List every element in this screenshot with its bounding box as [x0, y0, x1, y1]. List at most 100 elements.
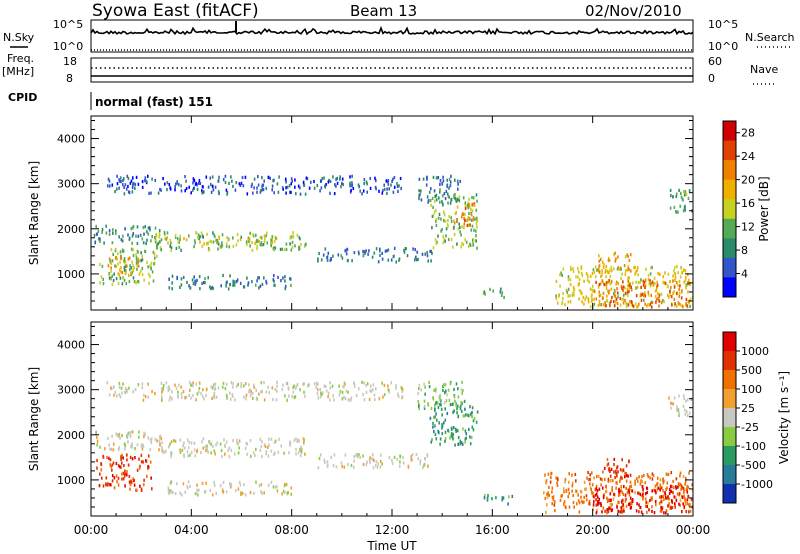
range-gate-cell	[296, 233, 299, 237]
range-gate-cell	[117, 272, 120, 276]
range-gate-cell	[308, 186, 311, 190]
range-gate-cell	[501, 498, 503, 502]
range-gate-cell	[395, 384, 397, 388]
range-gate-cell	[143, 431, 145, 435]
range-gate-cell	[593, 289, 596, 294]
range-gate-cell	[453, 219, 455, 223]
range-gate-cell	[560, 271, 562, 275]
range-gate-cell	[120, 238, 123, 242]
range-gate-cell	[144, 432, 147, 436]
range-gate-cell	[210, 442, 212, 446]
range-gate-cell	[434, 199, 436, 203]
range-gate-cell	[111, 474, 114, 478]
range-gate-cell	[396, 182, 398, 186]
range-gate-cell	[133, 483, 136, 487]
range-gate-cell	[273, 453, 275, 457]
range-gate-cell	[227, 448, 229, 452]
range-gate-cell	[182, 390, 185, 394]
range-gate-cell	[131, 260, 133, 264]
range-gate-cell	[121, 391, 123, 395]
range-gate-cell	[460, 388, 463, 392]
range-gate-cell	[637, 281, 640, 285]
range-gate-cell	[379, 247, 381, 251]
range-gate-cell	[201, 394, 204, 398]
range-gate-cell	[472, 241, 474, 245]
range-gate-cell	[551, 490, 553, 494]
range-gate-cell	[272, 247, 275, 251]
range-gate-cell	[601, 478, 603, 482]
range-gate-cell	[273, 191, 275, 195]
range-gate-cell	[266, 231, 268, 235]
range-gate-cell	[574, 472, 577, 477]
range-gate-cell	[562, 292, 564, 296]
range-gate-cell	[138, 466, 141, 470]
range-gate-cell	[630, 285, 632, 289]
range-gate-cell	[188, 185, 190, 189]
range-gate-cell	[112, 228, 114, 232]
range-gate-cell	[572, 269, 575, 273]
range-gate-cell	[653, 276, 656, 280]
range-gate-cell	[570, 267, 572, 272]
range-gate-cell	[272, 397, 274, 402]
range-gate-cell	[676, 304, 678, 308]
range-gate-cell	[112, 442, 115, 446]
range-gate-cell	[604, 477, 606, 481]
range-gate-cell	[210, 240, 213, 244]
range-gate-cell	[571, 473, 573, 477]
range-gate-cell	[674, 266, 676, 270]
range-gate-cell	[121, 434, 123, 438]
range-gate-cell	[263, 234, 266, 238]
range-gate-cell	[235, 280, 238, 284]
range-gate-cell	[618, 487, 620, 491]
range-gate-cell	[165, 237, 168, 241]
range-gate-cell	[631, 281, 634, 285]
range-gate-cell	[578, 288, 581, 293]
range-gate-cell	[663, 281, 665, 285]
range-gate-cell	[556, 483, 559, 487]
range-gate-cell	[232, 244, 235, 248]
range-gate-cell	[299, 186, 301, 190]
range-gate-cell	[226, 280, 228, 284]
range-gate-cell	[430, 259, 432, 263]
range-gate-cell	[340, 461, 343, 465]
range-gate-cell	[469, 205, 471, 209]
range-gate-cell	[568, 491, 570, 495]
range-gate-cell	[221, 244, 224, 248]
range-gate-cell	[471, 224, 474, 228]
range-gate-cell	[446, 183, 449, 187]
range-gate-cell	[591, 490, 593, 494]
range-gate-cell	[472, 218, 474, 222]
range-gate-cell	[141, 185, 144, 189]
range-gate-cell	[349, 398, 352, 402]
range-gate-cell	[218, 191, 220, 196]
range-gate-cell	[177, 240, 180, 244]
range-gate-cell	[664, 271, 666, 275]
range-gate-cell	[638, 491, 640, 495]
range-gate-cell	[455, 428, 458, 432]
range-gate-cell	[575, 489, 577, 493]
range-gate-cell	[238, 446, 240, 450]
range-gate-cell	[108, 232, 111, 236]
range-gate-cell	[378, 397, 381, 401]
range-gate-cell	[475, 234, 477, 238]
range-gate-cell	[592, 284, 594, 288]
range-gate-cell	[543, 491, 545, 495]
range-gate-cell	[668, 487, 671, 492]
range-gate-cell	[660, 505, 662, 509]
range-gate-cell	[182, 275, 185, 279]
range-gate-cell	[114, 189, 116, 194]
range-gate-cell	[102, 454, 104, 459]
range-gate-cell	[641, 292, 644, 296]
range-gate-cell	[414, 258, 416, 262]
range-gate-cell	[609, 506, 612, 510]
range-gate-cell	[168, 398, 171, 402]
range-gate-cell	[678, 411, 680, 415]
range-gate-cell	[585, 272, 588, 276]
range-gate-cell	[141, 382, 144, 386]
range-gate-cell	[681, 510, 683, 514]
range-gate-cell	[650, 300, 653, 304]
range-gate-cell	[185, 395, 188, 399]
range-gate-cell	[671, 500, 673, 504]
range-gate-cell	[209, 176, 212, 180]
range-gate-cell	[461, 215, 463, 219]
